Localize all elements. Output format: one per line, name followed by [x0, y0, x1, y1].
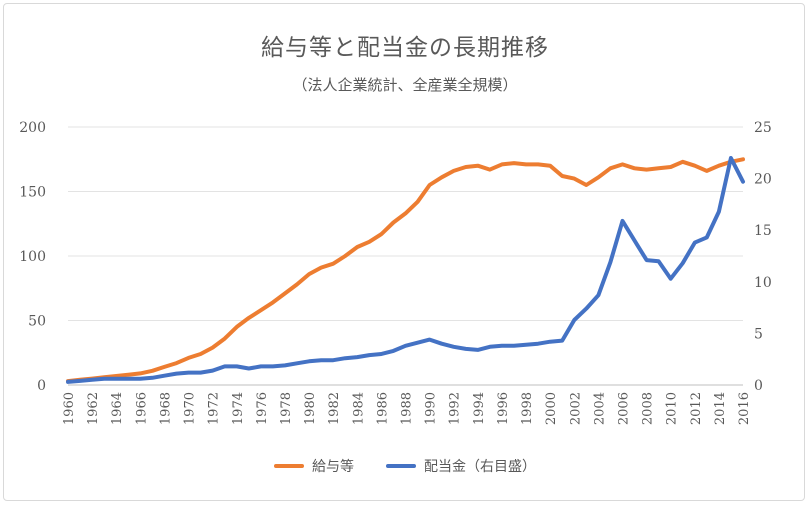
y-right-tick-label: 20 — [754, 172, 772, 188]
x-tick-label: 1986 — [375, 392, 390, 425]
chart-title: 給与等と配当金の長期推移 — [261, 35, 549, 61]
x-tick-label: 1982 — [327, 392, 342, 425]
x-tick-label: 1974 — [231, 392, 246, 425]
x-tick-label: 2012 — [689, 392, 704, 425]
x-tick-label: 1994 — [472, 392, 487, 425]
x-tick-label: 1960 — [62, 392, 77, 425]
x-tick-label: 1966 — [134, 392, 149, 425]
series-line-dividends — [66, 156, 745, 384]
x-tick-label: 1996 — [496, 392, 511, 425]
y-left-tick-label: 150 — [19, 185, 46, 201]
legend-swatch-dividends — [386, 464, 416, 468]
y-right-tick-label: 15 — [754, 223, 772, 239]
x-tick-label: 1962 — [86, 392, 101, 425]
x-tick-label: 1976 — [255, 392, 270, 425]
x-tick-label: 1970 — [183, 392, 198, 425]
legend-item-wages: 給与等 — [274, 456, 354, 476]
x-tick-label: 2000 — [544, 392, 559, 425]
x-tick-label: 1990 — [424, 392, 439, 425]
y-right-tick-label: 0 — [754, 378, 763, 394]
y-right-tick-label: 25 — [754, 120, 772, 136]
y-left-tick-label: 100 — [19, 249, 46, 265]
chart-legend: 給与等 配当金（右目盛） — [0, 456, 810, 476]
x-tick-label: 2014 — [713, 392, 728, 425]
chart-subtitle: （法人企業統計、全産業全規模） — [292, 76, 518, 94]
x-tick-label: 1998 — [520, 392, 535, 425]
x-tick-label: 2008 — [641, 392, 656, 425]
x-tick-label: 1992 — [448, 392, 463, 425]
y-right-tick-label: 5 — [754, 326, 763, 342]
legend-label-dividends: 配当金（右目盛） — [424, 459, 536, 475]
legend-item-dividends: 配当金（右目盛） — [386, 456, 536, 476]
x-tick-label: 2016 — [737, 392, 752, 425]
x-tick-label: 2004 — [592, 392, 607, 425]
y-left-tick-label: 50 — [28, 314, 46, 330]
x-tick-label: 1964 — [110, 392, 125, 425]
y-right-tick-label: 10 — [754, 275, 772, 291]
x-tick-label: 1968 — [158, 392, 173, 425]
x-tick-label: 1988 — [400, 392, 415, 425]
y-left-tick-label: 0 — [37, 378, 46, 394]
x-tick-label: 1984 — [351, 392, 366, 425]
x-tick-label: 2006 — [616, 392, 631, 425]
legend-swatch-wages — [274, 464, 304, 468]
legend-label-wages: 給与等 — [312, 459, 354, 475]
y-left-tick-label: 200 — [19, 120, 46, 136]
chart-frame — [3, 3, 805, 501]
x-tick-label: 1980 — [303, 392, 318, 425]
x-tick-label: 1972 — [207, 392, 222, 425]
series-line-wages — [66, 157, 745, 384]
x-tick-label: 1978 — [279, 392, 294, 425]
x-tick-label: 2010 — [665, 392, 680, 425]
x-tick-label: 2002 — [568, 392, 583, 425]
